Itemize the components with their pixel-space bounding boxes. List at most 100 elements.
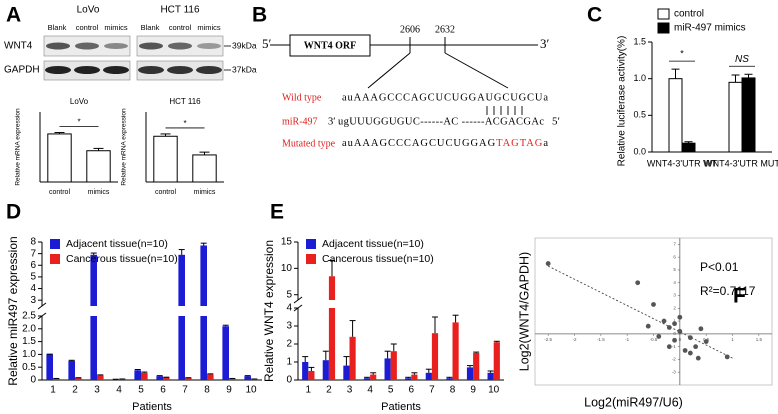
x-tick-label: 0 — [679, 337, 682, 342]
point — [703, 339, 709, 344]
y-tick-label: 2.5 — [22, 311, 36, 322]
x-tick-label: mimics — [88, 189, 110, 196]
x-tick-label: 3 — [347, 385, 353, 396]
annotation: P<0.01 — [700, 260, 739, 274]
bar — [473, 353, 480, 380]
annotation: NS — [735, 54, 749, 65]
bar — [349, 336, 356, 380]
x-tick-label: -0.5 — [650, 337, 658, 342]
bar — [141, 372, 148, 380]
sequence: auAAAGCCCAGCUCUGGAUGCUGCUa — [342, 92, 548, 103]
legend-swatch — [306, 254, 316, 264]
band — [197, 43, 221, 49]
y-tick-label: 0 — [30, 375, 36, 386]
x-tick-label: 10 — [245, 385, 257, 396]
x-tick-label: -2.5 — [544, 337, 552, 342]
bar — [308, 371, 315, 380]
diagram: WNT4 ORF 5′ 3′ 2606 2632 Wild type auAAA… — [262, 24, 560, 149]
lane-label: control — [76, 23, 99, 32]
annotation: * — [77, 118, 80, 127]
bar — [97, 375, 104, 380]
point — [635, 280, 641, 286]
y-tick-label: 2 — [286, 339, 292, 350]
bar — [200, 316, 207, 380]
x-tick-label: control — [155, 189, 176, 196]
chart-title: HCT 116 — [169, 97, 201, 106]
legend-swatch — [50, 239, 60, 249]
pairing — [486, 106, 523, 115]
y-tick-label: 4 — [286, 303, 292, 314]
x-tick-label: 1.5 — [756, 337, 763, 342]
x-tick-label: 8 — [204, 385, 210, 396]
y-axis-label: Relative mRNA expression — [15, 108, 22, 186]
end-label: 3′ — [540, 36, 550, 51]
sequence: ugUUUGGUGUC------AC ------ACGACGAc — [338, 116, 544, 127]
x-tick-label: 2 — [72, 385, 78, 396]
y-axis-label: Relative luciferase activity(%) — [617, 36, 628, 167]
y-tick-label: 1 — [673, 318, 676, 323]
band — [45, 66, 71, 74]
legend-label: Cancerous tissue(n=10) — [66, 253, 178, 265]
bar — [390, 351, 397, 380]
panel-letter: C — [587, 4, 602, 27]
legend-label: miR-497 mimics — [674, 23, 746, 34]
x-tick-label: 7 — [182, 385, 188, 396]
size-label: 37kDa — [232, 64, 257, 74]
bar — [493, 342, 500, 380]
point — [656, 334, 662, 339]
sequence: auAAAGCCCAGCUCUGGAGTAGTAGa — [342, 138, 548, 149]
bar — [452, 322, 459, 380]
point — [698, 326, 704, 332]
x-tick-label: 3 — [94, 385, 100, 396]
x-axis-label: Log2(miR497/U6) — [584, 395, 683, 409]
end-label: 5′ — [552, 116, 560, 128]
y-tick-label: 4 — [30, 283, 36, 294]
bar — [112, 379, 119, 380]
y-tick-label: 5 — [673, 267, 676, 272]
x-tick-label: 9 — [226, 385, 232, 396]
y-tick-label: 6 — [30, 260, 36, 271]
y-tick-label: 5 — [30, 272, 36, 283]
x-tick-label: 2 — [326, 385, 332, 396]
x-tick-label: WNT4-3'UTR MUT — [704, 158, 778, 168]
band — [168, 42, 192, 50]
cell-line: LoVo — [77, 5, 100, 16]
point — [687, 350, 693, 356]
bar — [47, 133, 72, 183]
x-tick-label: WNT4-3'UTR WT — [647, 158, 718, 168]
band — [75, 42, 99, 50]
x-tick-label: control — [49, 189, 70, 196]
bar — [681, 142, 696, 153]
y-tick-label: 0 — [673, 331, 676, 336]
band — [104, 43, 128, 49]
point — [666, 325, 672, 330]
zoom-line — [444, 52, 509, 89]
band — [167, 66, 193, 74]
chart-title: LoVo — [70, 97, 89, 106]
band — [196, 66, 222, 74]
axis-break — [293, 296, 303, 304]
bar — [53, 378, 60, 380]
x-tick-label: -2 — [572, 337, 576, 342]
y-tick-label: 3 — [30, 295, 36, 306]
lane-label: control — [169, 23, 192, 32]
bar — [134, 370, 141, 380]
bar — [728, 81, 743, 153]
panel-letter: F — [733, 285, 746, 308]
y-tick-label: 15 — [281, 237, 293, 248]
bar — [192, 154, 217, 183]
x-tick-label: 4 — [367, 385, 373, 396]
legend-label: Cancerous tissue(n=10) — [322, 253, 434, 265]
x-tick-label: 9 — [470, 385, 476, 396]
y-tick-label: 0.0 — [633, 146, 646, 156]
x-tick-label: 6 — [160, 385, 166, 396]
bar — [363, 378, 371, 380]
point — [693, 344, 699, 350]
axis-break — [37, 302, 47, 310]
end-label: 5′ — [262, 36, 272, 51]
legend-swatch — [306, 239, 316, 249]
bar — [244, 376, 251, 380]
bar — [328, 276, 336, 300]
x-tick-label: mimics — [194, 189, 216, 196]
bar — [222, 326, 229, 380]
